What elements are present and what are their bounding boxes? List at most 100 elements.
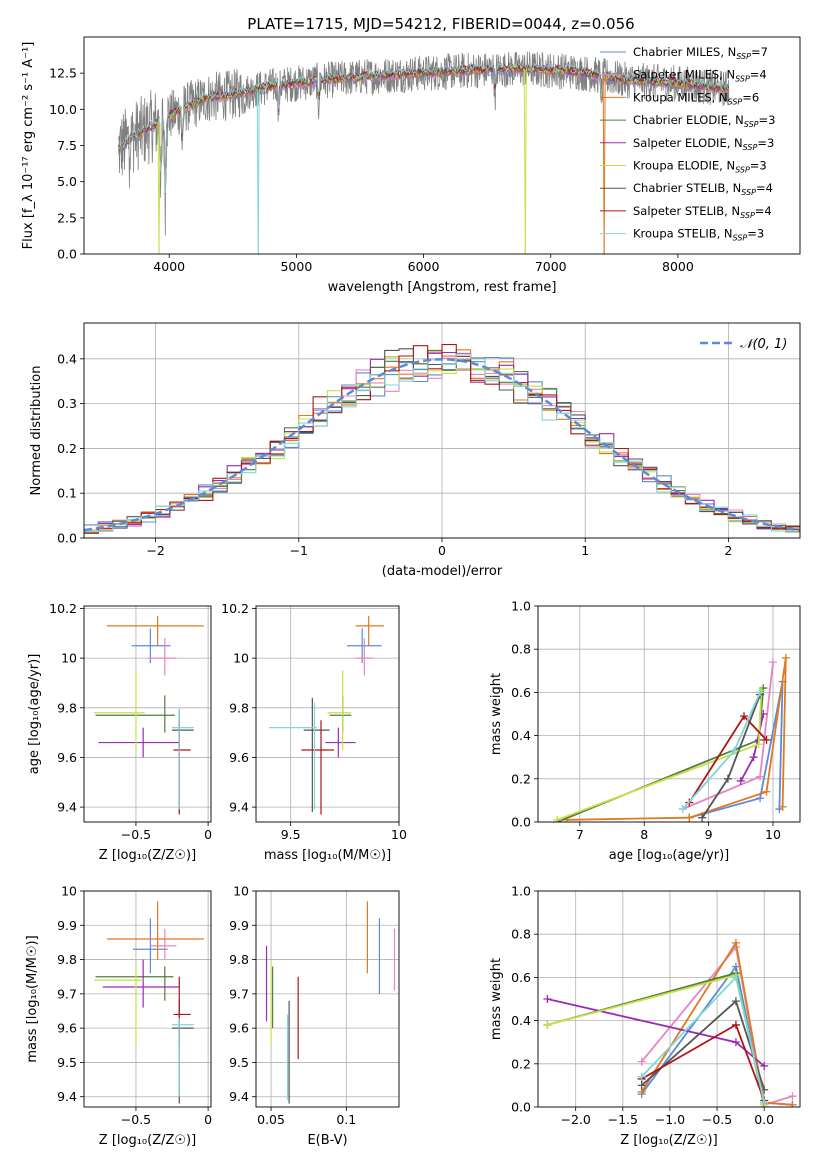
errorbar-kroupa-miles — [107, 901, 204, 960]
series-marker — [730, 746, 739, 755]
y-tick-label: 0.6 — [511, 685, 531, 700]
y-tick-label: 0.2 — [57, 441, 77, 456]
x-axis-label: (data-model)/error — [382, 564, 503, 579]
errorbar-kroupa-miles — [107, 615, 204, 646]
panel-massweight_vs_Z: −2.0 −1.5 −1.0 −0.5 0.0 0.0 0.2 0.4 0.6 0.8 1.0 Z [… — [489, 884, 801, 1148]
legend-label: Chabrier ELODIE, NSSP=3 — [633, 113, 775, 129]
x-tick-label: 10 — [391, 827, 407, 842]
x-tick-label: 5000 — [280, 259, 312, 274]
errorbar-kroupa-miles — [355, 615, 384, 646]
series-marker — [731, 1020, 740, 1029]
series-marker — [788, 1100, 797, 1107]
frame-spectrum: 4000 5000 6000 7000 8000 0.0 2.5 5.0 7.5 10.0 12.5… — [21, 36, 801, 295]
series-marker — [637, 1057, 646, 1066]
series-kroupa-elodie — [543, 971, 769, 1107]
errorbar-chabrier-stelib — [172, 710, 194, 813]
y-tick-label: 10 — [61, 884, 77, 899]
y-tick-label: 5.0 — [57, 174, 77, 189]
frame-age_vs_Z: −0.5 0 9.4 9.6 9.8 10 10.2 Z [log₁₀(Z/Z☉)] age [… — [27, 601, 212, 863]
y-tick-label: 9.6 — [57, 750, 77, 765]
legend-label: Chabrier MILES, NSSP=7 — [633, 45, 768, 61]
frame-massweight_vs_age: 7 8 9 10 0.0 0.2 0.4 0.6 0.8 1.0 age [log₁₀(age/yr… — [489, 599, 801, 863]
series-marker — [762, 787, 771, 796]
x-tick-label: 0.0 — [754, 1112, 774, 1127]
y-tick-label: 9.7 — [229, 986, 249, 1001]
errorbar-chabrier-elodie — [95, 966, 174, 1001]
series-kroupa-miles — [562, 653, 790, 822]
y-axis-label: Normed distribution — [29, 366, 44, 496]
y-tick-label: 0.0 — [57, 531, 77, 546]
y-tick-label: 0.6 — [511, 970, 531, 985]
errorbar-salpeter-miles — [150, 928, 177, 960]
series-line — [547, 971, 766, 1107]
frame-massweight_vs_Z: −2.0 −1.5 −1.0 −0.5 0.0 0.0 0.2 0.4 0.6 0.8 1.0 Z [… — [489, 884, 801, 1148]
series-line — [566, 657, 787, 821]
x-tick-label: −1.5 — [608, 1112, 638, 1127]
model-chabrier-elodie — [117, 65, 730, 195]
y-tick-label: 9.6 — [229, 750, 249, 765]
series-marker — [756, 794, 765, 803]
errorbar-chabrier-miles — [131, 628, 171, 664]
series-line — [689, 681, 784, 819]
legend-label: Salpeter MILES, NSSP=4 — [633, 68, 767, 84]
x-tick-label: 4000 — [153, 259, 185, 274]
series-marker — [760, 1061, 769, 1070]
panel-mass_vs_Z: −0.5 0 9.4 9.5 9.6 9.7 9.8 9.9 10 Z [log₁₀(Z/Z☉)]… — [25, 884, 212, 1149]
series-marker — [756, 772, 765, 781]
y-tick-label: 9.5 — [229, 1055, 249, 1070]
x-tick-label: 0 — [204, 827, 212, 842]
errorbar-kroupa-stelib — [172, 707, 194, 810]
y-tick-label: 0.2 — [511, 771, 531, 786]
errorbar-chabrier-elodie — [95, 695, 175, 733]
errorbar-salpeter-miles — [355, 638, 373, 676]
x-tick-label: 0 — [204, 1112, 212, 1127]
y-tick-label: 9.8 — [229, 700, 249, 715]
errorbar-chabrier-elodie — [329, 695, 352, 733]
axes-frame — [537, 605, 801, 823]
x-tick-label: −1 — [290, 543, 308, 558]
series-marker — [768, 658, 777, 667]
x-tick-label: 1 — [581, 543, 589, 558]
x-axis-label: Z [log₁₀(Z/Z☉)] — [99, 848, 196, 863]
legend-label: Salpeter STELIB, NSSP=4 — [633, 204, 772, 220]
legend-label: Kroupa ELODIE, NSSP=3 — [633, 159, 767, 175]
panel-spectrum: 4000 5000 6000 7000 8000 0.0 2.5 5.0 7.5 10.0 12.5… — [21, 36, 801, 295]
errorbar-salpeter-miles — [147, 638, 177, 676]
axes-frame — [255, 605, 400, 823]
histogram-kroupa-stelib — [84, 353, 800, 533]
plot-area-age_vs_mass — [269, 615, 384, 815]
x-tick-label: 9.5 — [281, 827, 301, 842]
series-line — [547, 998, 765, 1067]
legend-label: Chabrier STELIB, NSSP=4 — [633, 181, 773, 197]
legend-label: Salpeter ELODIE, NSSP=3 — [633, 136, 774, 152]
axes-frame — [537, 890, 801, 1108]
series-marker — [543, 995, 552, 1003]
x-tick-label: −0.5 — [702, 1112, 732, 1127]
series-marker — [756, 688, 765, 697]
panel-age_vs_mass: 9.5 10 9.4 9.6 9.8 10 10.2 mass [log₁₀(M/M☉)] — [221, 601, 407, 863]
y-tick-label: 0.4 — [57, 351, 77, 366]
y-tick-label: 9.7 — [57, 986, 77, 1001]
y-tick-label: 10.2 — [49, 601, 77, 616]
x-axis-label: mass [log₁₀(M/M☉)] — [264, 848, 391, 863]
series-marker — [749, 753, 758, 762]
y-tick-label: 9.8 — [57, 952, 77, 967]
series-marker — [698, 813, 707, 822]
series-chabrier-elodie — [543, 969, 769, 1107]
y-tick-label: 0.3 — [57, 396, 77, 411]
series-salpeter-elodie — [543, 995, 769, 1070]
y-tick-label: 9.9 — [229, 918, 249, 933]
legend-label: 𝒩(0, 1) — [740, 337, 787, 352]
series-kroupa-stelib — [678, 688, 765, 814]
y-tick-label: 0.0 — [57, 247, 77, 262]
model-kroupa-stelib — [117, 62, 730, 193]
y-tick-label: 9.4 — [229, 800, 249, 815]
panel-residuals: −2 −1 0 1 2 0.0 0.1 0.2 0.3 0.4 (data-model)/error… — [29, 322, 801, 579]
axes-frame — [83, 890, 212, 1108]
x-tick-label: 10 — [765, 827, 781, 842]
y-tick-label: 0.2 — [511, 1056, 531, 1071]
plot-area-residuals — [84, 344, 800, 534]
y-tick-label: 10 — [233, 884, 249, 899]
series-kroupa-stelib — [637, 973, 769, 1107]
series-marker — [754, 740, 763, 749]
